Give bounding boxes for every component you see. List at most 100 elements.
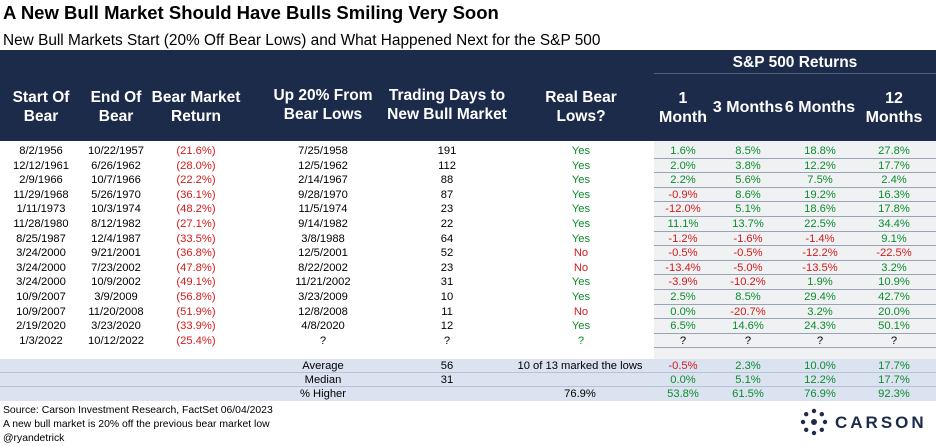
cell-return-6m: 12.2% <box>804 159 836 172</box>
cell-trading-days: 64 <box>440 232 454 245</box>
carson-logo-icon <box>800 408 828 436</box>
summary-divider <box>0 386 936 387</box>
cell-end-of-bear: 12/4/1987 <box>91 232 141 245</box>
cell-return-12m: -22.5% <box>876 247 912 260</box>
cell-bear-return: (25.4%) <box>176 334 216 347</box>
cell-bear-return: (21.6%) <box>176 145 216 157</box>
summary-m3: 61.5% <box>732 388 764 400</box>
cell-real-bear-low: Yes <box>571 159 591 172</box>
cell-trading-days: 22 <box>440 218 454 230</box>
summary-days: 56 <box>440 360 454 372</box>
summary-label: Average <box>302 360 344 372</box>
summary-m6: 10.0% <box>804 360 836 372</box>
cell-start-of-bear: 1/3/2022 <box>19 334 63 347</box>
header-bear-market-return: Bear Market Return <box>151 89 241 125</box>
cell-return-6m: 19.2% <box>804 188 836 201</box>
table-row: 2/19/2020 3/23/2020 (33.9%) 4/8/2020 12 Yes 6.… <box>0 319 936 334</box>
row-divider <box>654 289 936 290</box>
cell-up-20-date: 3/8/1988 <box>301 232 345 245</box>
cell-return-1m: -12.0% <box>665 203 701 216</box>
cell-up-20-date: 12/8/2008 <box>298 305 348 318</box>
cell-up-20-date: 2/14/1967 <box>298 174 348 187</box>
cell-start-of-bear: 8/2/1956 <box>19 145 63 157</box>
cell-return-1m: 2.5% <box>670 291 696 303</box>
table-row: 10/9/2007 11/20/2008 (51.9%) 12/8/2008 11 No 0… <box>0 305 936 320</box>
cell-return-12m: 3.2% <box>881 261 907 274</box>
cell-bear-return: (36.1%) <box>176 188 216 201</box>
cell-start-of-bear: 11/29/1968 <box>13 188 69 201</box>
cell-up-20-date: 11/5/1974 <box>298 203 348 216</box>
row-divider <box>654 172 936 174</box>
summary-m1: 53.8% <box>667 388 699 400</box>
cell-start-of-bear: 2/19/2020 <box>16 320 66 333</box>
summary-bg <box>0 359 936 401</box>
cell-up-20-date: 9/14/1982 <box>298 218 348 230</box>
cell-end-of-bear: 5/26/1970 <box>91 188 141 201</box>
logo-wordmark: CARSON <box>835 413 927 432</box>
cell-up-20-date: 3/23/2009 <box>298 291 348 303</box>
cell-up-20-date: 12/5/2001 <box>298 247 348 260</box>
cell-real-bear-low: Yes <box>571 276 591 289</box>
cell-real-bear-low: Yes <box>571 203 591 216</box>
cell-return-3m: 5.6% <box>735 174 761 187</box>
cell-return-1m: -1.2% <box>668 232 698 245</box>
summary-m12: 17.7% <box>878 374 910 386</box>
summary-m3: 2.3% <box>735 360 761 372</box>
cell-real-bear-low: No <box>573 247 589 260</box>
table-row: 3/24/2000 7/23/2002 (47.8%) 8/22/2002 23 No -1… <box>0 261 936 276</box>
cell-end-of-bear: 10/3/1974 <box>91 203 141 216</box>
cell-start-of-bear: 3/24/2000 <box>16 247 66 260</box>
cell-return-1m: -13.4% <box>665 261 701 274</box>
cell-trading-days: 88 <box>440 174 454 187</box>
cell-up-20-date: 9/28/1970 <box>298 188 348 201</box>
row-divider <box>654 259 936 261</box>
cell-real-bear-low: Yes <box>571 320 591 333</box>
cell-return-6m: ? <box>816 334 824 347</box>
cell-return-6m: -12.2% <box>802 247 838 260</box>
header-up-20-from-lows: Up 20% From Bear Lows <box>273 87 373 123</box>
cell-trading-days: 52 <box>440 247 454 260</box>
cell-bear-return: (33.5%) <box>176 232 216 245</box>
header-trading-days: Trading Days to New Bull Market <box>387 87 507 123</box>
cell-trading-days: 23 <box>440 203 454 216</box>
summary-label: Median <box>304 374 342 386</box>
table-row: 2/9/1966 10/7/1966 (22.2%) 2/14/1967 88 Yes 2.… <box>0 173 936 188</box>
cell-bear-return: (49.1%) <box>176 276 216 289</box>
cell-return-12m: 20.0% <box>878 305 910 318</box>
row-divider <box>654 201 936 203</box>
cell-return-6m: 7.5% <box>807 174 833 187</box>
cell-real-bear-low: Yes <box>571 218 591 230</box>
cell-return-6m: 3.2% <box>807 305 833 318</box>
cell-return-6m: -1.4% <box>805 232 835 245</box>
page-title: A New Bull Market Should Have Bulls Smil… <box>3 2 499 23</box>
cell-return-1m: -0.9% <box>668 188 698 201</box>
table-row: 11/29/1968 5/26/1970 (36.1%) 9/28/1970 87 Yes… <box>0 188 936 203</box>
cell-start-of-bear: 12/12/1961 <box>13 159 69 172</box>
table-row: 3/24/2000 9/21/2001 (36.8%) 12/5/2001 52 No -0… <box>0 246 936 261</box>
cell-return-12m: 34.4% <box>878 218 910 230</box>
cell-bear-return: (36.8%) <box>176 247 216 260</box>
page-subtitle: New Bull Markets Start (20% Off Bear Low… <box>3 32 601 49</box>
cell-bear-return: (33.9%) <box>176 320 216 333</box>
cell-up-20-date: ? <box>319 334 327 347</box>
summary-real: 10 of 13 marked the lows <box>517 360 643 372</box>
cell-return-6m: 29.4% <box>804 291 836 303</box>
row-divider <box>654 347 936 349</box>
summary-divider <box>0 372 936 373</box>
source-note: Source: Carson Investment Research, Fact… <box>3 405 273 416</box>
cell-return-12m: 27.8% <box>878 145 910 157</box>
returns-panel-bg <box>654 141 936 359</box>
cell-start-of-bear: 1/11/1973 <box>16 203 66 216</box>
cell-end-of-bear: 10/9/2002 <box>91 276 141 289</box>
row-divider <box>654 332 936 334</box>
cell-trading-days: 10 <box>440 291 454 303</box>
cell-return-6m: -13.5% <box>802 261 838 274</box>
cell-return-12m: 9.1% <box>881 232 907 245</box>
table-row: 11/28/1980 8/12/1982 (27.1%) 9/14/1982 22 Yes… <box>0 217 936 232</box>
cell-return-3m: -1.6% <box>733 232 763 245</box>
cell-return-1m: 2.0% <box>670 159 696 172</box>
cell-return-12m: 17.7% <box>878 159 910 172</box>
cell-return-3m: 8.6% <box>735 188 761 201</box>
table-row: 10/9/2007 3/9/2009 (56.8%) 3/23/2009 10 Yes 2.… <box>0 290 936 305</box>
table-row: 8/2/1956 10/22/1957 (21.6%) 7/25/1958 191 Yes… <box>0 144 936 159</box>
